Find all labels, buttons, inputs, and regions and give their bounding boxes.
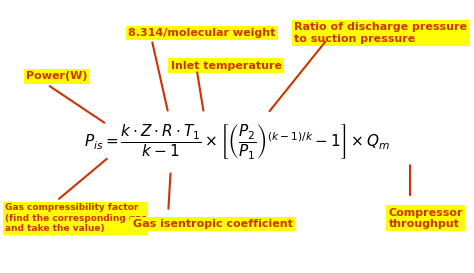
Text: Inlet temperature: Inlet temperature: [171, 61, 282, 70]
Text: Ratio of discharge pressure
to suction pressure: Ratio of discharge pressure to suction p…: [294, 22, 467, 44]
Text: Gas compressibility factor
(find the corresponding gas
and take the value): Gas compressibility factor (find the cor…: [5, 203, 146, 233]
Text: Power(W): Power(W): [26, 72, 88, 81]
Text: $P_{is}=\dfrac{k\cdot Z\cdot R\cdot T_1}{k-1}\times\left[\left(\dfrac{P_2}{P_1}\: $P_{is}=\dfrac{k\cdot Z\cdot R\cdot T_1}…: [84, 123, 390, 161]
Text: 8.314/molecular weight: 8.314/molecular weight: [128, 28, 275, 38]
Text: Compressor
throughput: Compressor throughput: [389, 207, 463, 229]
Text: Gas isentropic coefficient: Gas isentropic coefficient: [133, 219, 292, 229]
